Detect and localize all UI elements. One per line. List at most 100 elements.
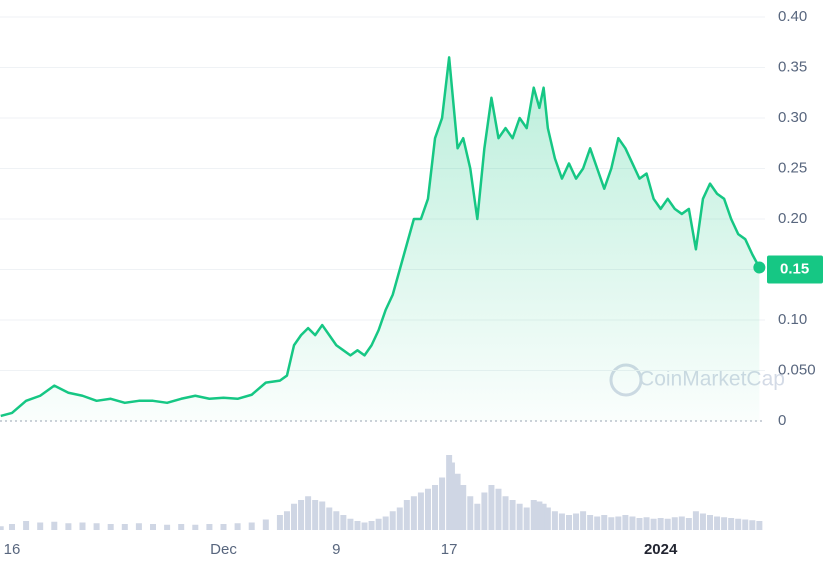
volume-bar bbox=[509, 500, 516, 530]
volume-bar bbox=[439, 477, 446, 530]
volume-bar bbox=[580, 511, 587, 530]
x-tick-label: 16 bbox=[4, 541, 21, 558]
volume-bar bbox=[135, 523, 142, 530]
volume-bar bbox=[65, 523, 72, 530]
volume-bar bbox=[608, 517, 615, 530]
volume-bar bbox=[93, 523, 100, 530]
volume-bar bbox=[474, 503, 481, 530]
volume-bar bbox=[495, 488, 502, 530]
volume-bar bbox=[530, 500, 537, 530]
volume-bar bbox=[454, 473, 461, 530]
volume-bar bbox=[312, 500, 319, 530]
volume-bar bbox=[678, 516, 685, 530]
volume-bar bbox=[361, 522, 368, 530]
volume-bar bbox=[396, 507, 403, 530]
volume-bar bbox=[8, 524, 15, 530]
volume-bar bbox=[79, 522, 86, 530]
volume-bar bbox=[721, 517, 728, 530]
volume-bar bbox=[643, 517, 650, 530]
volume-bar bbox=[51, 521, 58, 530]
volume-bar bbox=[565, 515, 572, 530]
volume-bar bbox=[424, 488, 431, 530]
price-badge-label: 0.15 bbox=[780, 260, 809, 277]
volume-bar bbox=[291, 503, 298, 530]
volume-bar bbox=[305, 496, 312, 530]
price-line bbox=[0, 56, 761, 418]
y-tick-label: 0.20 bbox=[778, 210, 807, 227]
volume-bar bbox=[664, 518, 671, 530]
volume-bar bbox=[601, 515, 608, 530]
volume-bar bbox=[735, 518, 742, 530]
volume-bar bbox=[749, 520, 756, 530]
volume-bar bbox=[699, 513, 706, 530]
y-tick-label: 0.30 bbox=[778, 109, 807, 126]
volume-bar bbox=[558, 513, 565, 530]
volume-bar bbox=[37, 522, 44, 530]
volume-bar bbox=[685, 518, 692, 530]
volume-bar bbox=[594, 516, 601, 530]
volume-bar bbox=[326, 507, 333, 530]
x-tick-label: Dec bbox=[210, 541, 237, 558]
volume-bar bbox=[178, 524, 185, 530]
volume-bar bbox=[467, 496, 474, 530]
y-tick-label: 0.050 bbox=[778, 361, 816, 378]
volume-bar bbox=[276, 515, 283, 530]
volume-bar bbox=[448, 462, 455, 530]
price-badge bbox=[767, 255, 823, 284]
volume-bar bbox=[573, 513, 580, 530]
volume-bar bbox=[536, 501, 543, 530]
volume-bar bbox=[121, 524, 128, 530]
volume-bar bbox=[650, 518, 657, 530]
volume-bar bbox=[587, 515, 594, 530]
volume-bar bbox=[523, 507, 530, 530]
volume-bar bbox=[742, 519, 749, 530]
volume-bar bbox=[714, 516, 721, 530]
volume-bar bbox=[481, 492, 488, 530]
x-tick-label: 17 bbox=[441, 541, 458, 558]
volume-bar bbox=[460, 485, 467, 530]
volume-bar bbox=[283, 511, 290, 530]
volume-bar bbox=[340, 515, 347, 530]
volume-bar bbox=[234, 523, 241, 530]
volume-bar bbox=[540, 503, 547, 530]
volume-bar bbox=[629, 516, 636, 530]
volume-bar bbox=[298, 500, 305, 530]
volume-bar bbox=[636, 518, 643, 530]
volume-bar bbox=[389, 511, 396, 530]
volume-bar bbox=[502, 496, 509, 530]
volume-bar bbox=[347, 518, 354, 530]
last-point bbox=[753, 261, 766, 274]
y-tick-label: 0.25 bbox=[778, 159, 807, 176]
volume-bar bbox=[150, 524, 156, 530]
volume-bar bbox=[671, 517, 678, 530]
volume-bar bbox=[0, 526, 4, 530]
volume-bar bbox=[164, 524, 171, 530]
volume-bar bbox=[728, 518, 735, 530]
volume-bar bbox=[657, 518, 664, 530]
volume-bar bbox=[432, 485, 439, 530]
volume-bar bbox=[375, 518, 382, 530]
volume-bar bbox=[516, 503, 523, 530]
volume-bar bbox=[692, 511, 699, 530]
volume-bar bbox=[544, 507, 551, 530]
volume-bar bbox=[615, 516, 622, 530]
volume-bar bbox=[354, 521, 361, 530]
volume-bar bbox=[622, 515, 629, 530]
volume-bar bbox=[368, 521, 375, 530]
volume-bar bbox=[220, 524, 227, 530]
volume-bar bbox=[488, 485, 495, 530]
volume-bar bbox=[756, 521, 763, 530]
y-tick-label: 0 bbox=[778, 412, 786, 429]
volume-bar bbox=[707, 515, 714, 530]
y-tick-label: 0.35 bbox=[778, 58, 807, 75]
volume-bar bbox=[206, 524, 213, 530]
volume-bar bbox=[23, 521, 30, 530]
volume-bar bbox=[551, 511, 558, 530]
volume-bar bbox=[382, 516, 389, 530]
volume-bar bbox=[417, 492, 424, 530]
volume-bar bbox=[262, 519, 269, 530]
volume-bar bbox=[192, 524, 199, 530]
price-area bbox=[0, 57, 760, 422]
volume-bar bbox=[403, 500, 410, 530]
